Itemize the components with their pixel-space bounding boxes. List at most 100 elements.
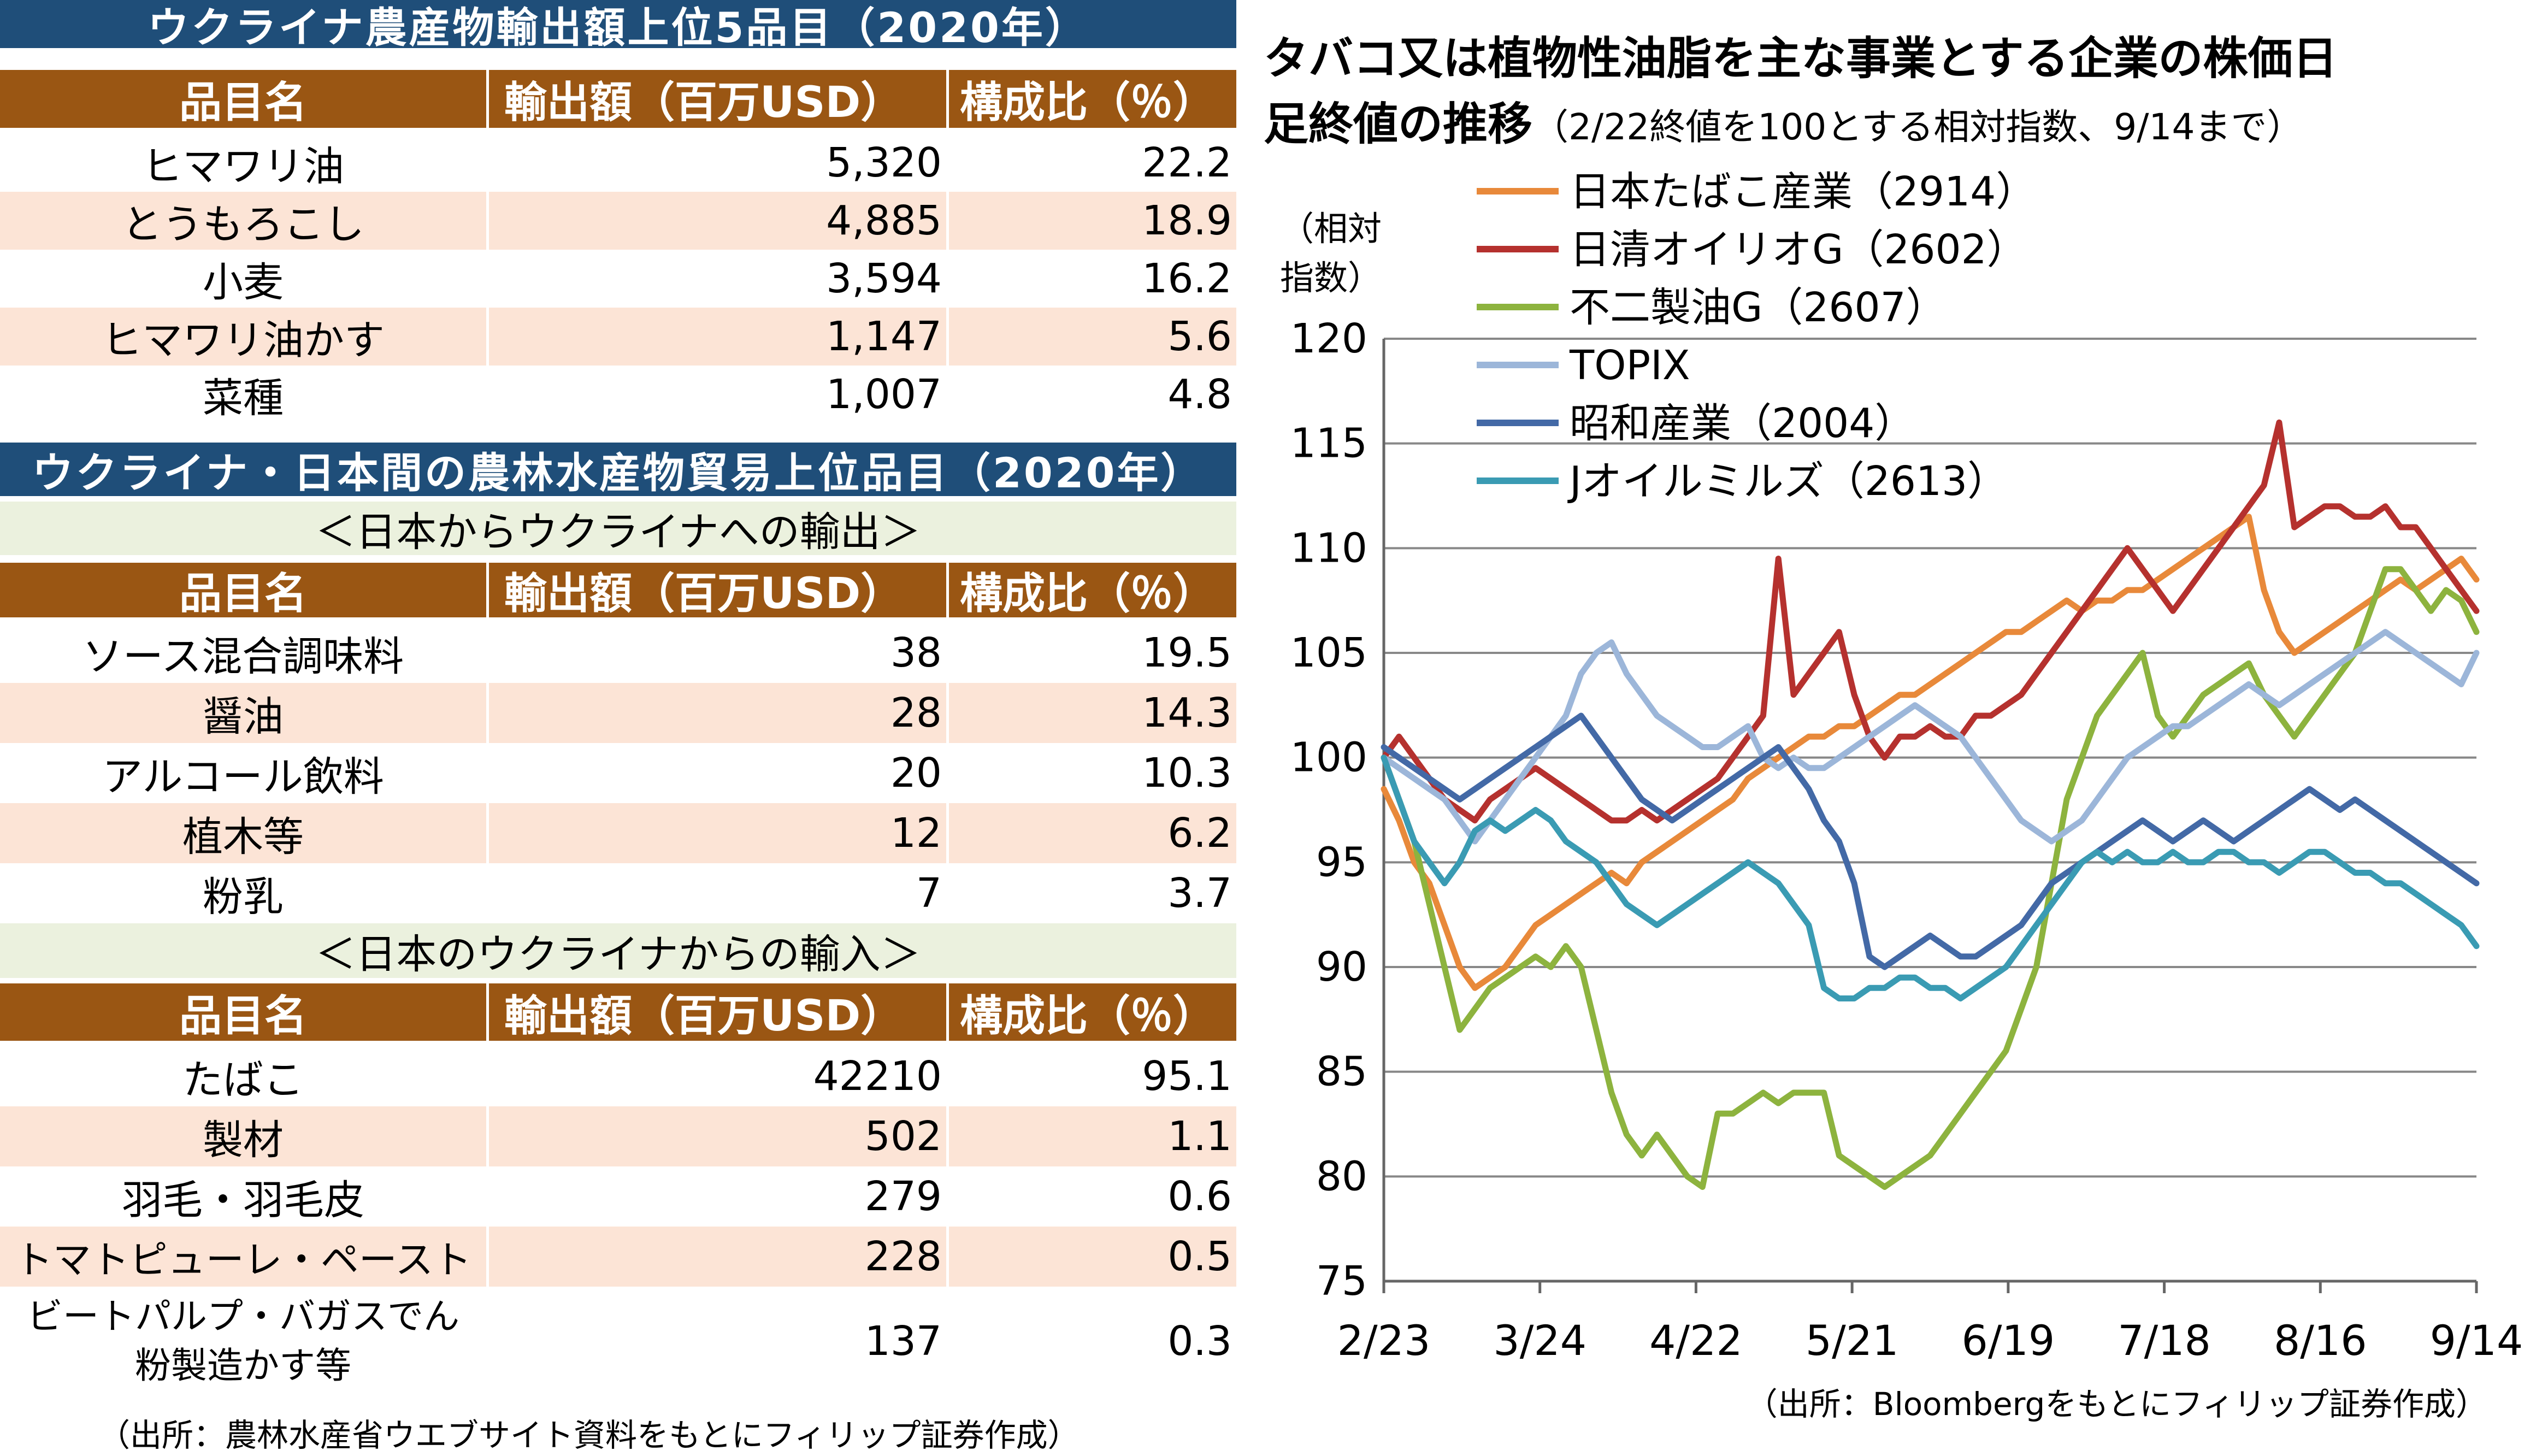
table1-header-value: 輸出額（百万USD） xyxy=(489,70,949,128)
item-share: 4.8 xyxy=(1167,371,1232,418)
legend-label: 日本たばこ産業（2914） xyxy=(1570,168,2036,215)
table-row: トマトピューレ・ペースト 228 0.5 xyxy=(0,1227,1236,1287)
y-tick-label: 85 xyxy=(1316,1048,1367,1095)
x-tick-label: 2/23 xyxy=(1337,1316,1431,1365)
item-value: 4,885 xyxy=(489,192,949,250)
series-line xyxy=(1381,754,2480,1001)
item-value: 137 xyxy=(489,1287,949,1396)
item-name: 粉乳 xyxy=(0,863,489,923)
export-header-share: 構成比（％） xyxy=(960,569,1216,618)
item-name-line1: ビートパルプ・バガスでん xyxy=(27,1295,459,1337)
chart-title-line2: 足終値の推移（2/22終値を100とする相対指数、9/14まで） xyxy=(1264,87,2303,152)
item-name: ヒマワリ油 xyxy=(0,134,489,192)
item-value: 5,320 xyxy=(489,134,949,192)
item-share: 22.2 xyxy=(1142,139,1232,186)
chart-title-line1: タバコ又は植物性油脂を主な事業とする企業の株価日 xyxy=(1264,33,2338,85)
chart-source-note: （出所：Bloombergをもとにフィリップ証券作成） xyxy=(1746,1386,2487,1423)
table-row: ソース混合調味料 38 19.5 xyxy=(0,623,1236,683)
stock-chart: タバコ又は植物性油脂を主な事業とする企業の株価日 足終値の推移（2/22終値を1… xyxy=(1236,0,2542,1456)
item-name: アルコール飲料 xyxy=(0,743,489,803)
export-header: 品目名 輸出額（百万USD） 構成比（％） xyxy=(0,563,1236,618)
item-name: とうもろこし xyxy=(0,192,489,250)
table1-header: 品目名 輸出額（百万USD） 構成比（％） xyxy=(0,70,1236,128)
y-tick-label: 110 xyxy=(1290,524,1367,571)
item-name: ヒマワリ油かす xyxy=(0,308,489,366)
left-panel: ウクライナ農産物輸出額上位5品目（2020年） 品目名 輸出額（百万USD） 構… xyxy=(0,0,1236,1456)
table-row: 製材 502 1.1 xyxy=(0,1106,1236,1166)
item-name: ビートパルプ・バガスでん 粉製造かす等 xyxy=(0,1287,489,1396)
x-tick-label: 5/21 xyxy=(1806,1316,1899,1365)
item-name: 菜種 xyxy=(0,366,489,423)
table-row: 羽毛・羽毛皮 279 0.6 xyxy=(0,1166,1236,1227)
y-tick-label: 120 xyxy=(1290,315,1367,362)
item-name: 小麦 xyxy=(0,250,489,308)
table-row: 醤油 28 14.3 xyxy=(0,683,1236,743)
item-value: 502 xyxy=(489,1106,949,1166)
y-tick-label: 100 xyxy=(1290,734,1367,781)
series-line xyxy=(1381,566,2480,1190)
item-share: 19.5 xyxy=(1142,629,1232,676)
item-value: 1,147 xyxy=(489,308,949,366)
y-tick-label: 115 xyxy=(1290,420,1367,467)
chart-title-bold: 足終値の推移 xyxy=(1264,98,1533,150)
series-line xyxy=(1381,419,2480,824)
item-share: 6.2 xyxy=(1167,810,1232,857)
series-line xyxy=(1381,514,2480,991)
x-tick-label: 8/16 xyxy=(2274,1316,2367,1365)
series-line xyxy=(1381,629,2480,845)
item-share: 0.6 xyxy=(1167,1173,1232,1220)
item-value: 20 xyxy=(489,743,949,803)
x-tick-label: 6/19 xyxy=(1962,1316,2055,1365)
item-share: 18.9 xyxy=(1142,197,1232,244)
item-value: 1,007 xyxy=(489,366,949,423)
item-name: トマトピューレ・ペースト xyxy=(0,1227,489,1287)
item-name: ソース混合調味料 xyxy=(0,623,489,683)
y-tick-label: 75 xyxy=(1316,1258,1367,1305)
import-header: 品目名 輸出額（百万USD） 構成比（％） xyxy=(0,983,1236,1041)
y-tick-label: 90 xyxy=(1316,944,1367,991)
legend-label: 昭和産業（2004） xyxy=(1570,400,1915,447)
table-row: ビートパルプ・バガスでん 粉製造かす等 137 0.3 xyxy=(0,1287,1236,1396)
item-share: 0.5 xyxy=(1167,1233,1232,1280)
table2-title: ウクライナ・日本間の農林水産物貿易上位品目（2020年） xyxy=(0,443,1236,497)
item-share: 0.3 xyxy=(1167,1318,1232,1365)
table1-header-item: 品目名 xyxy=(0,70,489,128)
item-value: 279 xyxy=(489,1166,949,1227)
x-tick-label: 4/22 xyxy=(1649,1316,1743,1365)
export-header-value: 輸出額（百万USD） xyxy=(489,563,949,618)
table-row: 植木等 12 6.2 xyxy=(0,803,1236,863)
x-tick-label: 7/18 xyxy=(2118,1316,2211,1365)
y-axis-label-line2: 指数） xyxy=(1280,258,1382,298)
item-share: 10.3 xyxy=(1142,750,1232,797)
y-tick-label: 95 xyxy=(1316,839,1367,886)
item-value: 38 xyxy=(489,623,949,683)
table-row: 菜種 1,007 4.8 xyxy=(0,366,1236,423)
legend-label: 日清オイリオG（2602） xyxy=(1570,226,2027,273)
item-value: 7 xyxy=(489,863,949,923)
table-row: アルコール飲料 20 10.3 xyxy=(0,743,1236,803)
table-row: たばこ 42210 95.1 xyxy=(0,1046,1236,1106)
legend-label: TOPIX xyxy=(1569,342,1690,389)
chart-title-note: （2/22終値を100とする相対指数、9/14まで） xyxy=(1532,106,2303,148)
legend-label: 不二製油G（2607） xyxy=(1570,284,1947,331)
table-row: 小麦 3,594 16.2 xyxy=(0,250,1236,308)
item-value: 28 xyxy=(489,683,949,743)
item-name: 製材 xyxy=(0,1106,489,1166)
series-line xyxy=(1381,712,2480,970)
export-header-item: 品目名 xyxy=(0,563,489,618)
y-tick-label: 80 xyxy=(1316,1153,1367,1200)
y-axis-label-line1: （相対 xyxy=(1280,209,1382,249)
left-source-note: （出所：農林水産省ウエブサイト資料をもとにフィリップ証券作成） xyxy=(98,1417,1080,1454)
item-value: 228 xyxy=(489,1227,949,1287)
item-share: 95.1 xyxy=(1142,1053,1232,1100)
item-name: たばこ xyxy=(0,1046,489,1106)
item-name: 羽毛・羽毛皮 xyxy=(0,1166,489,1227)
item-value: 12 xyxy=(489,803,949,863)
item-name-line2: 粉製造かす等 xyxy=(135,1345,351,1387)
table-row: とうもろこし 4,885 18.9 xyxy=(0,192,1236,250)
legend-label: Jオイルミルズ（2613） xyxy=(1567,458,2008,505)
import-header-item: 品目名 xyxy=(0,983,489,1041)
import-header-value: 輸出額（百万USD） xyxy=(489,983,949,1041)
export-subtitle: ＜日本からウクライナへの輸出＞ xyxy=(0,502,1236,556)
import-subtitle: ＜日本のウクライナからの輸入＞ xyxy=(0,923,1236,978)
